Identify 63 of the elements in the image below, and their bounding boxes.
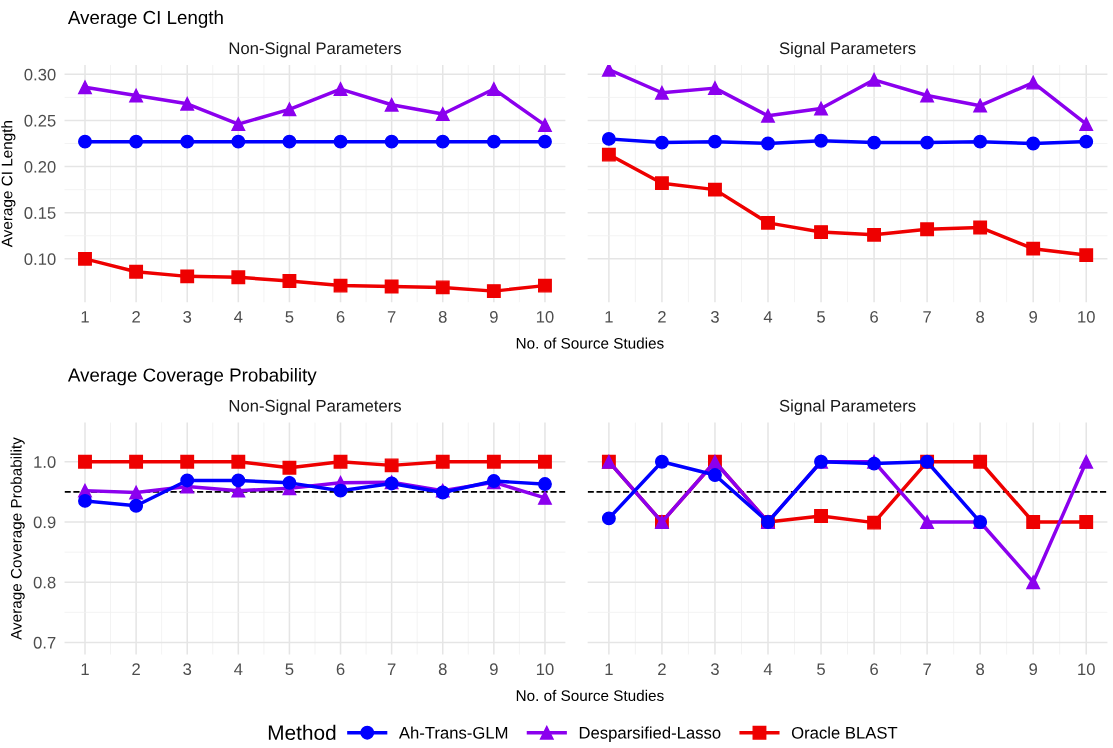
x-tick-label: 7 (923, 311, 931, 323)
x-tick-label: 4 (763, 663, 773, 675)
x-tick-label: 4 (234, 663, 243, 675)
x-tick-label: 1 (605, 663, 613, 675)
x-tick-label: 8 (976, 663, 985, 676)
chart-subtitle: Non-Signal Parameters (229, 399, 401, 415)
y-tick-label: 0.7 (33, 636, 56, 649)
x-tick-label: 8 (438, 310, 447, 323)
x-tick-label: 6 (336, 310, 345, 323)
x-tick-label: 5 (817, 311, 825, 323)
y-axis-title: Average Coverage Probability (10, 437, 25, 640)
x-tick-label: 4 (234, 311, 243, 323)
x-tick-label: 2 (132, 310, 140, 323)
x-tick-label: 1 (81, 311, 89, 323)
y-tick-label: 0.10 (24, 253, 56, 266)
y-tick-label: 0.20 (24, 160, 56, 173)
x-tick-label: 10 (1078, 310, 1095, 323)
x-tick-label: 6 (870, 310, 878, 323)
y-tick-label: 0.25 (24, 114, 56, 127)
x-tick-label: 7 (387, 663, 396, 675)
x-tick-label: 3 (710, 663, 719, 676)
y-tick-label: 0.30 (24, 68, 56, 81)
x-tick-label: 9 (1029, 663, 1038, 676)
x-axis-title: No. of Source Studies (516, 337, 664, 349)
x-tick-label: 2 (132, 663, 140, 675)
legend-label: Desparsified-Lasso (579, 726, 721, 742)
chart-title: Average Coverage Probability (67, 367, 317, 386)
x-tick-label: 10 (1078, 663, 1095, 676)
x-tick-label: 1 (605, 311, 613, 323)
x-tick-label: 3 (183, 310, 192, 323)
chart-subtitle: Non-Signal Parameters (229, 41, 401, 58)
x-tick-label: 5 (285, 311, 294, 323)
y-tick-label: 1.0 (34, 456, 56, 468)
x-tick-label: 9 (1029, 310, 1038, 323)
x-tick-label: 2 (658, 310, 666, 323)
y-tick-label: 0.9 (33, 516, 56, 529)
x-tick-label: 9 (490, 663, 498, 676)
x-tick-label: 8 (976, 310, 985, 323)
x-tick-label: 5 (285, 663, 294, 676)
x-tick-label: 3 (710, 310, 719, 323)
x-tick-label: 9 (490, 310, 498, 323)
x-tick-label: 5 (817, 663, 825, 676)
x-tick-label: 2 (658, 663, 666, 675)
x-tick-label: 7 (923, 663, 931, 675)
y-tick-label: 0.15 (24, 207, 56, 219)
x-tick-label: 1 (81, 663, 89, 675)
chart-subtitle: Signal Parameters (779, 41, 916, 58)
legend-title: Method (268, 724, 336, 741)
x-tick-label: 4 (763, 311, 773, 323)
y-tick-label: 0.8 (33, 576, 56, 589)
y-axis-title: Average CI Length (1, 121, 16, 248)
x-tick-label: 3 (183, 663, 192, 676)
x-tick-label: 6 (870, 663, 878, 676)
chart-title: Average CI Length (67, 10, 223, 28)
x-tick-label: 10 (536, 310, 554, 323)
chart-subtitle: Signal Parameters (779, 399, 916, 415)
x-tick-label: 10 (536, 663, 554, 676)
legend-label: Oracle BLAST (791, 726, 898, 739)
x-tick-label: 7 (387, 311, 396, 323)
x-tick-label: 8 (438, 663, 447, 676)
legend-label: Ah-Trans-GLM (398, 726, 508, 739)
x-tick-label: 6 (336, 663, 345, 676)
x-axis-title: No. of Source Studies (516, 689, 664, 702)
